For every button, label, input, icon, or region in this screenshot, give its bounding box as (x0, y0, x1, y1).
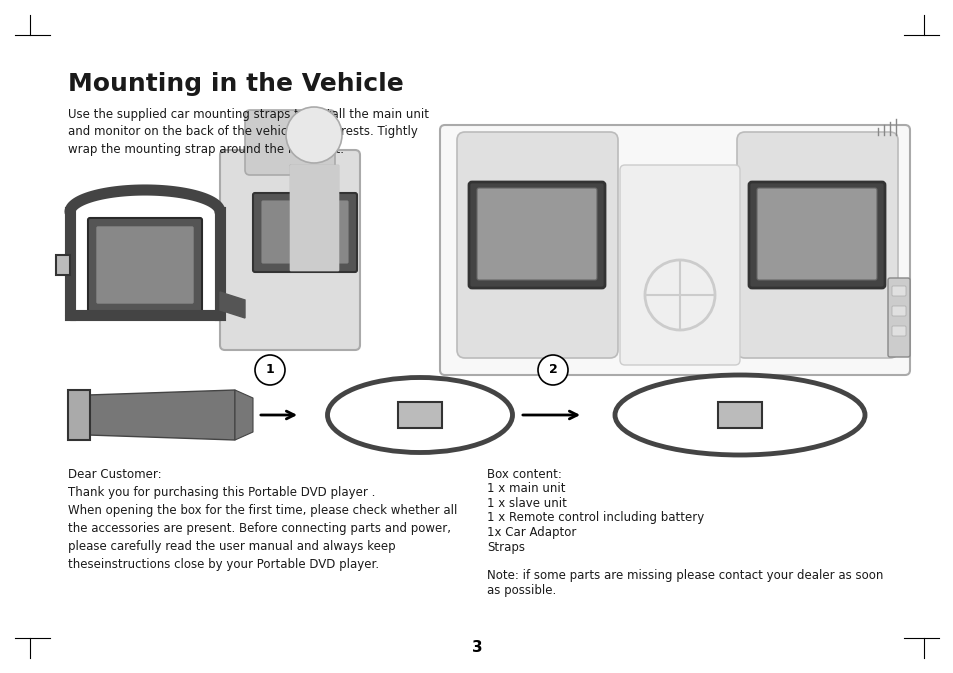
FancyBboxPatch shape (262, 201, 348, 263)
Text: Box content:: Box content: (486, 468, 561, 481)
FancyBboxPatch shape (439, 125, 909, 375)
FancyBboxPatch shape (97, 227, 193, 303)
FancyBboxPatch shape (887, 278, 909, 357)
Text: 1: 1 (265, 363, 274, 376)
FancyBboxPatch shape (88, 218, 202, 312)
Text: 2: 2 (548, 363, 557, 376)
Polygon shape (220, 292, 245, 318)
FancyBboxPatch shape (891, 326, 905, 336)
FancyBboxPatch shape (56, 255, 70, 275)
FancyBboxPatch shape (718, 402, 761, 428)
Text: Use the supplied car mounting straps to install the main unit
and monitor on the: Use the supplied car mounting straps to … (68, 108, 429, 156)
Text: 1 x Remote control including battery: 1 x Remote control including battery (486, 511, 703, 524)
FancyBboxPatch shape (469, 182, 604, 288)
Text: 1x Car Adaptor: 1x Car Adaptor (486, 526, 576, 539)
FancyBboxPatch shape (757, 188, 876, 280)
Polygon shape (290, 165, 337, 270)
Text: 1 x main unit: 1 x main unit (486, 483, 565, 495)
Polygon shape (234, 390, 253, 440)
Circle shape (254, 355, 285, 385)
FancyBboxPatch shape (68, 390, 90, 440)
Text: Straps: Straps (486, 540, 524, 553)
Polygon shape (88, 390, 234, 440)
FancyBboxPatch shape (737, 132, 897, 358)
FancyBboxPatch shape (456, 132, 618, 358)
FancyBboxPatch shape (253, 193, 356, 272)
FancyBboxPatch shape (748, 182, 884, 288)
FancyBboxPatch shape (476, 188, 597, 280)
FancyBboxPatch shape (245, 110, 335, 175)
FancyBboxPatch shape (220, 150, 359, 350)
Text: 1 x slave unit: 1 x slave unit (486, 497, 566, 510)
Text: Mounting in the Vehicle: Mounting in the Vehicle (68, 72, 403, 96)
FancyBboxPatch shape (397, 402, 441, 428)
Text: Dear Customer:
Thank you for purchasing this Portable DVD player .
When opening : Dear Customer: Thank you for purchasing … (68, 468, 456, 571)
Text: 3: 3 (471, 641, 482, 656)
FancyBboxPatch shape (891, 286, 905, 296)
Text: Note: if some parts are missing please contact your dealer as soon: Note: if some parts are missing please c… (486, 569, 882, 583)
FancyBboxPatch shape (619, 165, 740, 365)
Text: as possible.: as possible. (486, 584, 556, 597)
FancyBboxPatch shape (891, 306, 905, 316)
Circle shape (286, 107, 341, 163)
Circle shape (537, 355, 567, 385)
